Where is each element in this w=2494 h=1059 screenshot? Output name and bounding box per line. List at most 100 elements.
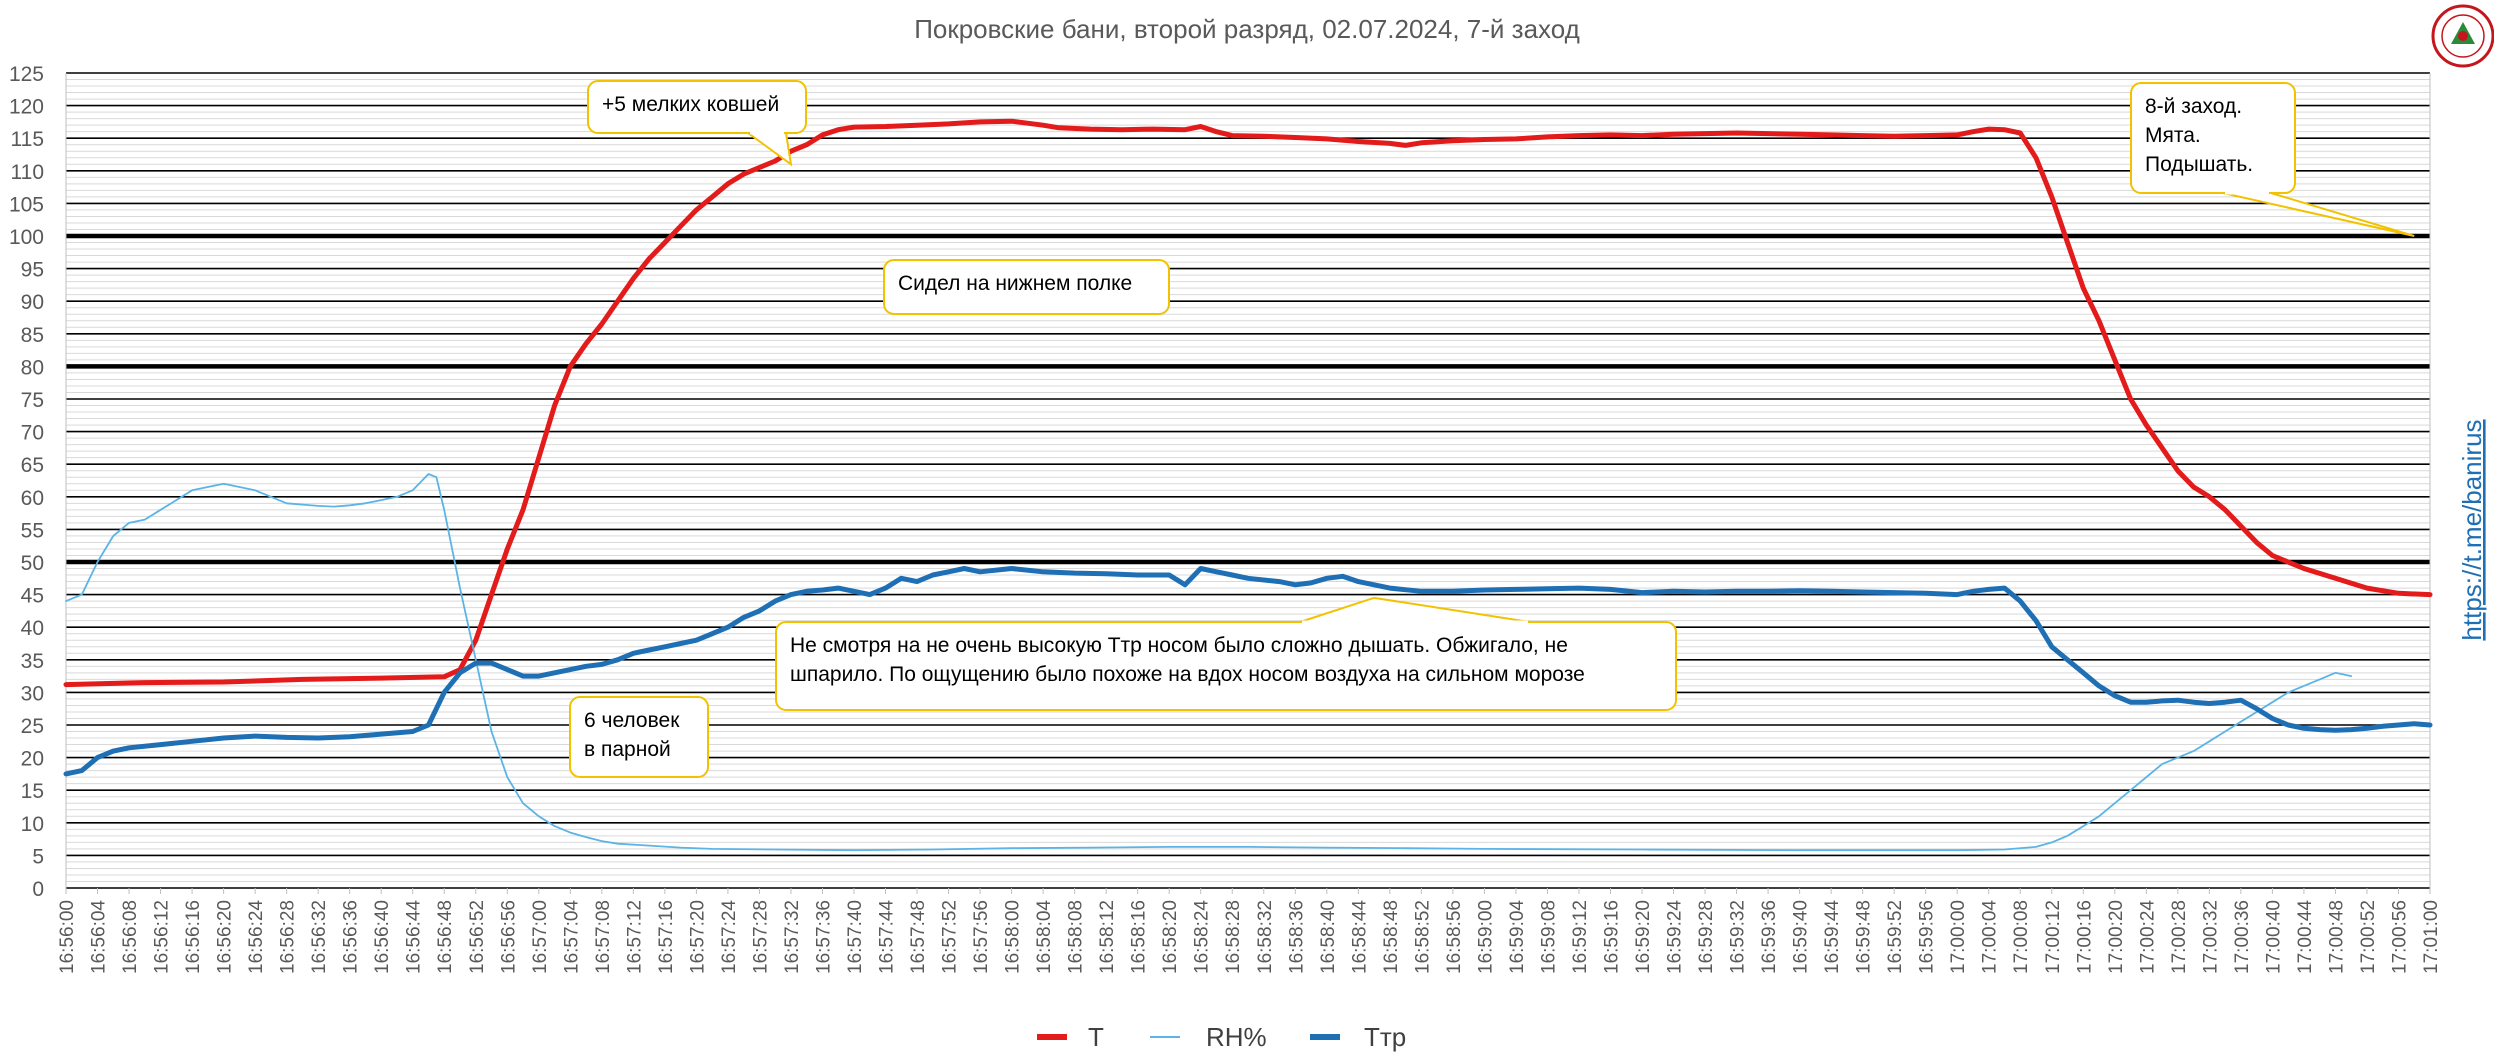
- series-point-rh: [2051, 842, 2052, 843]
- x-tick-label: 16:57:28: [750, 900, 771, 974]
- series-point-t: [806, 144, 807, 145]
- series-point-rh: [507, 777, 508, 778]
- series-point-ttr: [2288, 725, 2289, 726]
- x-tick-label: 16:56:04: [89, 900, 110, 974]
- series-point-ttr: [113, 751, 114, 752]
- series-point-t: [1736, 133, 1737, 134]
- x-tick-label: 16:58:16: [1129, 900, 1150, 974]
- series-point-ttr: [1831, 591, 1832, 592]
- y-tick-label: 40: [21, 617, 44, 640]
- series-point-ttr: [1642, 592, 1643, 593]
- series-point-t: [696, 209, 697, 210]
- series-point-rh: [255, 490, 256, 491]
- series-point-ttr: [1216, 571, 1217, 572]
- series-point-rh: [2225, 731, 2226, 732]
- series-point-ttr: [1515, 589, 1516, 590]
- y-tick-label: 80: [21, 356, 44, 379]
- series-point-ttr: [727, 627, 728, 628]
- series-point-ttr: [664, 646, 665, 647]
- y-tick-label: 70: [21, 422, 44, 445]
- series-point-rh: [460, 588, 461, 589]
- series-point-t: [759, 167, 760, 168]
- series-point-t: [2398, 593, 2399, 594]
- series-point-rh: [1405, 848, 1406, 849]
- x-tick-label: 17:00:40: [2263, 900, 2284, 974]
- series-point-ttr: [696, 640, 697, 641]
- y-tick-label: 120: [9, 96, 44, 119]
- series-point-t: [2004, 129, 2005, 130]
- series-point-t: [144, 682, 145, 683]
- series-point-t: [1358, 141, 1359, 142]
- series-point-ttr: [1452, 591, 1453, 592]
- series-point-ttr: [1705, 592, 1706, 593]
- x-tick-label: 17:00:36: [2232, 900, 2253, 974]
- series-point-rh: [1799, 850, 1800, 851]
- series-point-ttr: [980, 571, 981, 572]
- series-point-ttr: [1279, 581, 1280, 582]
- series-point-ttr: [1673, 591, 1674, 592]
- series-point-ttr: [1200, 568, 1201, 569]
- annotation-text: 6 человек: [584, 709, 680, 732]
- series-point-ttr: [1988, 589, 1989, 590]
- x-tick-label: 16:59:40: [1791, 900, 1812, 974]
- annotation-text: в парной: [584, 738, 671, 761]
- series-point-rh: [2319, 679, 2320, 680]
- series-point-rh: [775, 849, 776, 850]
- series-point-t: [538, 457, 539, 458]
- series-point-ttr: [822, 590, 823, 591]
- series-point-rh: [2067, 835, 2068, 836]
- series-point-ttr: [255, 736, 256, 737]
- series-point-ttr: [507, 669, 508, 670]
- series-point-ttr: [1169, 575, 1170, 576]
- series-point-ttr: [192, 741, 193, 742]
- y-tick-label: 30: [21, 682, 44, 705]
- series-point-t: [917, 125, 918, 126]
- x-tick-label: 16:57:20: [687, 900, 708, 974]
- x-tick-label: 16:56:52: [467, 900, 488, 974]
- series-point-ttr: [917, 581, 918, 582]
- series-point-ttr: [2051, 646, 2052, 647]
- series-point-ttr: [791, 594, 792, 595]
- series-point-ttr: [1074, 573, 1075, 574]
- series-point-ttr: [381, 734, 382, 735]
- series-point-t: [2240, 526, 2241, 527]
- series-point-ttr: [2303, 728, 2304, 729]
- series-point-t: [633, 278, 634, 279]
- series-point-rh: [2004, 849, 2005, 850]
- annotation-text: Мята.: [2145, 124, 2201, 147]
- series-point-rh: [2351, 676, 2352, 677]
- series-point-t: [948, 123, 949, 124]
- series-point-t: [1957, 134, 1958, 135]
- x-tick-label: 16:56:28: [278, 900, 299, 974]
- series-point-ttr: [633, 653, 634, 654]
- series-point-ttr: [1311, 582, 1312, 583]
- telegram-link[interactable]: https://t.me/banirus: [2457, 419, 2487, 640]
- series-point-ttr: [1011, 568, 1012, 569]
- series-point-ttr: [2177, 700, 2178, 701]
- series-point-ttr: [1295, 584, 1296, 585]
- x-tick-label: 16:57:12: [624, 900, 645, 974]
- x-tick-label: 16:56:00: [57, 900, 78, 974]
- series-point-ttr: [2004, 588, 2005, 589]
- series-point-rh: [649, 845, 650, 846]
- series-point-ttr: [2240, 700, 2241, 701]
- series-point-rh: [2193, 751, 2194, 752]
- series-point-ttr: [1973, 591, 1974, 592]
- series-point-rh: [160, 509, 161, 510]
- x-tick-label: 16:58:00: [1003, 900, 1024, 974]
- series-point-ttr: [2036, 620, 2037, 621]
- x-tick-label: 17:00:16: [2074, 900, 2095, 974]
- x-tick-label: 16:59:16: [1601, 900, 1622, 974]
- series-point-ttr: [680, 643, 681, 644]
- y-tick-label: 75: [21, 389, 44, 412]
- series-point-t: [649, 258, 650, 259]
- series-point-ttr: [81, 770, 82, 771]
- series-point-rh: [113, 535, 114, 536]
- series-point-ttr: [1957, 594, 1958, 595]
- series-point-ttr: [2335, 730, 2336, 731]
- series-point-rh: [932, 849, 933, 850]
- series-point-ttr: [475, 663, 476, 664]
- series-point-t: [1295, 137, 1296, 138]
- series-point-ttr: [1374, 584, 1375, 585]
